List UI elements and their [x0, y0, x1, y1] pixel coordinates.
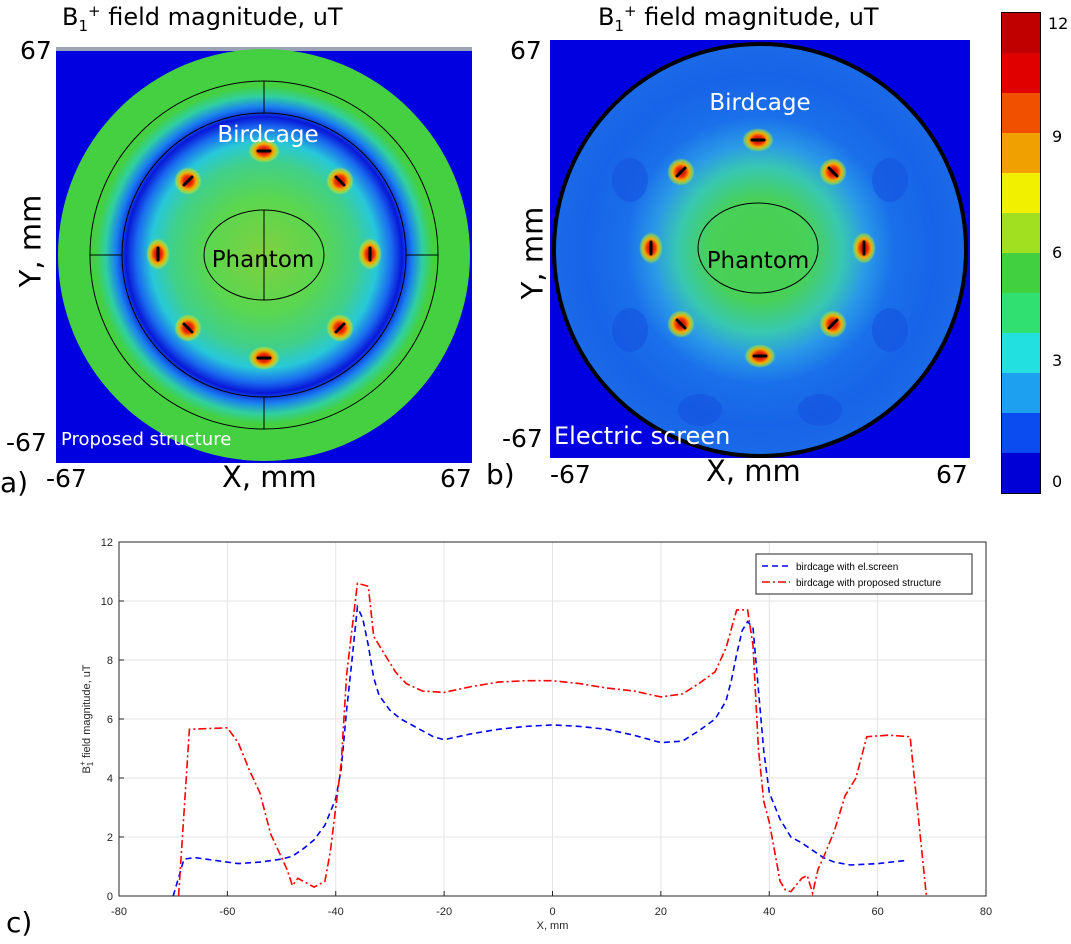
colorbar-segment — [1002, 93, 1040, 133]
y-tick-label: 12 — [101, 537, 113, 549]
panel-b-y-label: Y, mm — [515, 206, 550, 300]
x-tick-label: -20 — [436, 906, 452, 918]
low-field-patch — [612, 308, 648, 352]
x-tick-label: 0 — [549, 906, 555, 918]
panel-a-x-label: X, mm — [222, 460, 317, 494]
x-tick-label: -80 — [111, 906, 127, 918]
panel-c-line-chart: -80 -60 -40 -20 0 20 40 60 80 0 2 4 6 8 10 12 X, mm B1+ f… — [78, 537, 992, 932]
panel-b-x-label: X, mm — [706, 454, 801, 488]
x-tick-label: 20 — [655, 906, 667, 918]
colorbar-segment — [1002, 53, 1040, 93]
colorbar-segment — [1002, 373, 1040, 413]
colorbar-segment — [1002, 253, 1040, 293]
y-tick-label: 8 — [107, 655, 113, 667]
panel-a-y-label: Y, mm — [13, 194, 48, 288]
panel-b-title: B1+ field magnitude, uT — [598, 2, 879, 35]
colorbar-segment — [1002, 333, 1040, 373]
rung-wire — [182, 322, 194, 334]
rung-wires — [156, 149, 372, 360]
colorbar-segment — [1002, 133, 1040, 173]
panel-a-title: B1+ field magnitude, uT — [62, 2, 343, 35]
low-field-patch — [798, 394, 842, 426]
x-tick-label: -60 — [219, 906, 235, 918]
colorbar-tick-6: 6 — [1052, 243, 1063, 262]
y-tick-label: 10 — [101, 596, 113, 608]
panel-b-y-min: -67 — [502, 424, 543, 453]
panel-a-x-min: -67 — [46, 464, 87, 493]
x-axis-label: X, mm — [537, 920, 569, 932]
panel-c-letter: c) — [6, 906, 33, 939]
rung-wire — [827, 166, 839, 178]
panel-b-x-max: 67 — [936, 460, 968, 489]
colorbar-segment — [1002, 453, 1040, 493]
rung-wires — [649, 138, 866, 358]
phantom-label: Phantom — [212, 247, 315, 273]
y-tick-label: 2 — [107, 832, 113, 844]
panel-b-x-min: -67 — [550, 460, 591, 489]
legend-box — [755, 553, 973, 595]
low-field-patch — [872, 308, 908, 352]
y-tick-label: 0 — [107, 891, 113, 903]
phantom-label: Phantom — [707, 248, 810, 274]
panel-b-field-map: Birdcage Phantom Electric screen — [550, 40, 970, 458]
panel-b-letter: b) — [486, 458, 515, 491]
rung-wire — [182, 175, 194, 187]
rung-wire — [675, 318, 687, 330]
panel-a-y-max: 67 — [20, 36, 52, 65]
colorbar-segment — [1002, 293, 1040, 333]
phantom-outline — [697, 202, 819, 294]
rung-wire — [334, 322, 346, 334]
low-field-patch — [872, 158, 908, 202]
birdcage-label: Birdcage — [217, 122, 318, 148]
rung-wire — [827, 318, 839, 330]
colorbar-segment — [1002, 13, 1040, 53]
legend-label: birdcage with el.screen — [796, 562, 898, 573]
colorbar-tick-9: 9 — [1052, 127, 1063, 146]
electric-screen-ring — [552, 42, 968, 458]
panel-a-field-map: Birdcage Phantom Proposed structure — [56, 47, 472, 463]
y-axis-label: B1+ field magnitude, uT — [78, 664, 95, 773]
colorbar-segment — [1002, 173, 1040, 213]
series-line-proposed-structure — [177, 582, 928, 897]
structure-label: Proposed structure — [61, 429, 231, 450]
y-tick-label: 6 — [107, 714, 113, 726]
series-line-el-screen — [172, 603, 905, 897]
screen-label: Electric screen — [554, 422, 730, 450]
x-tick-label: 80 — [980, 906, 992, 918]
panel-a-x-max: 67 — [440, 464, 472, 493]
field-disk — [554, 44, 966, 456]
colorbar-segment — [1002, 213, 1040, 253]
y-tick-label: 4 — [107, 773, 113, 785]
birdcage-label: Birdcage — [709, 90, 810, 116]
panel-a-y-min: -67 — [6, 428, 47, 457]
rung-wire — [675, 166, 687, 178]
colorbar-tick-12: 12 — [1048, 14, 1069, 33]
x-tick-label: 60 — [872, 906, 884, 918]
panel-b-y-max: 67 — [510, 36, 542, 65]
colorbar-segment — [1002, 413, 1040, 453]
rung-wire — [334, 175, 346, 187]
low-field-patch — [678, 394, 722, 426]
low-field-patch — [612, 158, 648, 202]
colorbar-tick-0: 0 — [1052, 472, 1063, 491]
low-field-patches — [612, 158, 908, 426]
colorbar — [1001, 12, 1041, 494]
plot-frame — [118, 541, 987, 897]
x-tick-label: 40 — [763, 906, 775, 918]
x-tick-label: -40 — [328, 906, 344, 918]
legend-label: birdcage with proposed structure — [796, 578, 942, 589]
colorbar-tick-3: 3 — [1052, 351, 1063, 370]
panel-a-letter: a) — [0, 466, 29, 499]
